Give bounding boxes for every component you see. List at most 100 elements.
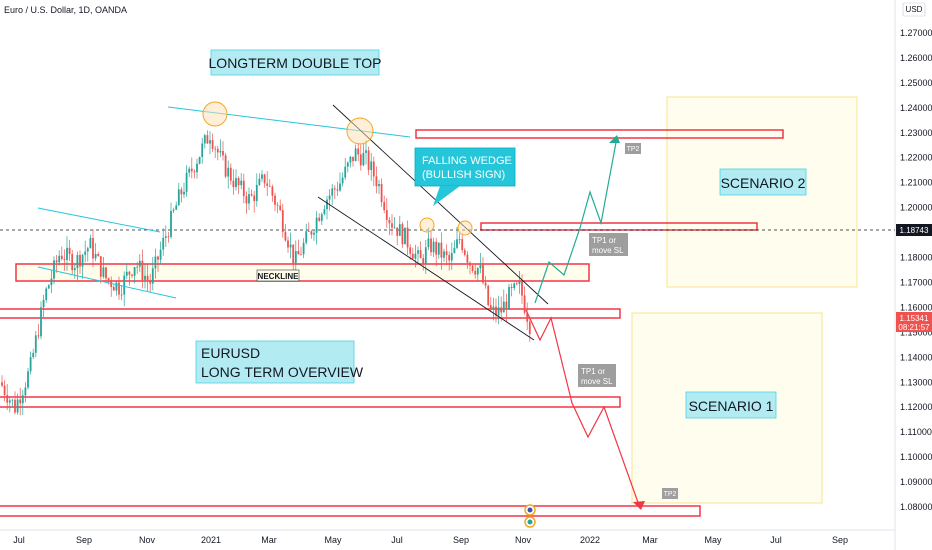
candle-body — [528, 321, 531, 335]
y-axis-ticks: 1.27000 1.26000 1.25000 1.24000 1.23000 1.220… — [900, 28, 932, 512]
candle-body — [489, 305, 492, 310]
candle-body — [417, 250, 419, 254]
last-price-marker-label: 1.18743 — [900, 226, 929, 235]
candle-body — [190, 168, 193, 172]
candle-body — [482, 264, 484, 283]
candle-body — [177, 189, 180, 206]
candle-body — [40, 307, 42, 337]
candle-body — [297, 251, 300, 255]
candle-body — [526, 312, 529, 322]
y-tick-label: 1.17000 — [900, 277, 932, 287]
candle-body — [307, 231, 310, 233]
y-tick-label: 1.15000 — [900, 327, 932, 337]
candle-body — [79, 254, 81, 267]
wedge-circle-1 — [419, 217, 435, 233]
x-tick-label: 2022 — [580, 535, 600, 545]
scenario1-label-box — [685, 391, 777, 419]
current-price-marker-label: 1.15341 — [900, 314, 929, 323]
candle-body — [380, 184, 383, 203]
tp1-up-label-line1: TP1 or — [592, 236, 616, 245]
candle-body — [497, 307, 500, 316]
candle-body — [183, 191, 185, 195]
candle-body — [495, 306, 497, 316]
candle-body — [515, 283, 518, 285]
candle-body — [505, 301, 508, 310]
candle-body — [487, 285, 490, 306]
candle-body — [263, 174, 266, 184]
candle-body — [250, 194, 253, 196]
tp1-up-label-line2: move SL — [592, 246, 624, 255]
candle-body — [500, 307, 503, 313]
currency-badge[interactable] — [902, 2, 926, 17]
candle-body — [71, 253, 74, 271]
candle-body — [469, 262, 471, 266]
economic-event-flag-2 — [527, 519, 533, 525]
candlestick-series — [1, 130, 531, 416]
candle-body — [216, 148, 219, 153]
symbol-title: Euro / U.S. Dollar, 1D, OANDA — [4, 5, 127, 15]
candle-body — [14, 399, 16, 413]
candle-body — [357, 148, 360, 155]
candle-body — [84, 251, 87, 255]
support-zone-3 — [0, 505, 701, 517]
y-tick-label: 1.20000 — [900, 203, 932, 213]
candle-body — [248, 194, 250, 204]
candle-body — [146, 275, 149, 281]
candle-body — [120, 294, 123, 296]
candle-body — [422, 258, 425, 265]
candle-body — [401, 224, 404, 245]
candle-body — [479, 264, 482, 269]
y-tick-label: 1.21000 — [900, 178, 932, 188]
candle-body — [81, 254, 84, 267]
candle-body — [284, 231, 287, 241]
candle-body — [24, 387, 27, 396]
x-tick-label: Jul — [770, 535, 782, 545]
candle-body — [34, 335, 37, 353]
candle-body — [253, 195, 256, 202]
y-tick-label: 1.13000 — [900, 377, 932, 387]
candle-body — [310, 231, 313, 235]
candle-body — [170, 210, 172, 237]
candle-body — [354, 148, 357, 162]
candle-body — [346, 162, 349, 167]
candle-body — [242, 180, 245, 197]
scenario2-label-box — [719, 168, 807, 196]
y-tick-label: 1.09000 — [900, 477, 932, 487]
tp1-down-badge — [578, 364, 616, 387]
candle-body — [27, 371, 29, 388]
candle-body — [245, 196, 248, 204]
wedge-circle-2 — [457, 220, 473, 236]
tp2-down-badge — [662, 488, 678, 499]
y-tick-label: 1.25000 — [900, 78, 932, 88]
candle-body — [388, 220, 391, 224]
x-tick-label: Nov — [139, 535, 156, 545]
candle-body — [3, 385, 6, 396]
bullish-arrowhead — [609, 135, 620, 143]
candle-body — [383, 202, 386, 211]
candle-body — [58, 255, 61, 263]
candle-body — [185, 172, 188, 192]
candle-body — [336, 189, 339, 191]
top-circle-1 — [202, 101, 228, 127]
candle-body — [141, 260, 144, 280]
candle-body — [196, 163, 198, 173]
candle-body — [367, 150, 370, 171]
y-tick-label: 1.26000 — [900, 53, 932, 63]
candle-body — [440, 242, 443, 258]
candle-body — [172, 209, 175, 211]
candle-body — [237, 178, 240, 186]
candle-body — [432, 241, 435, 253]
x-tick-label: Sep — [453, 535, 469, 545]
candle-body — [518, 281, 521, 284]
candle-body — [372, 161, 375, 177]
candle-body — [138, 260, 141, 267]
candle-body — [63, 258, 66, 261]
x-tick-label: May — [324, 535, 342, 545]
candle-body — [6, 395, 9, 403]
y-tick-label: 1.18000 — [900, 253, 932, 263]
candle-body — [458, 239, 461, 240]
candle-body — [50, 278, 53, 286]
candle-body — [437, 242, 440, 255]
